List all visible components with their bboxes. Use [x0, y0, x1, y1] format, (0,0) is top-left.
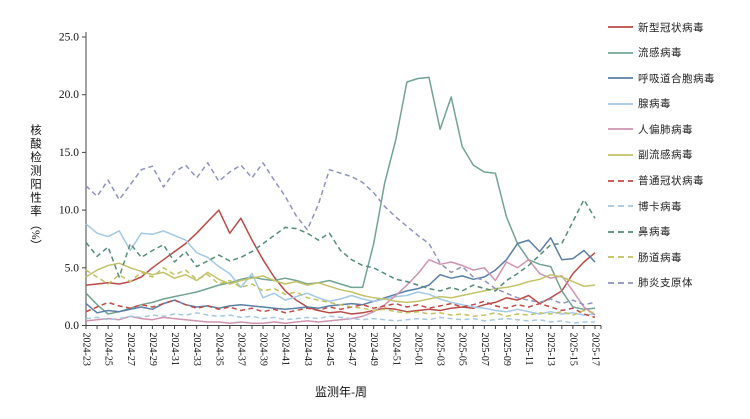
x-tick-label: 2024-25 — [103, 333, 114, 366]
legend-line-sample — [608, 26, 633, 28]
legend-item-3: 腺病毒 — [607, 98, 750, 110]
x-tick-label: 2025-07 — [479, 333, 490, 366]
x-tick-label: 2024-47 — [346, 333, 357, 366]
series-line-3 — [85, 223, 596, 316]
legend-item-5: 副流感病毒 — [607, 149, 750, 161]
y-axis-ticks: 0.0 5.0 10.0 15.0 20.0 25.0 — [59, 32, 86, 332]
x-tick-label: 2024-43 — [302, 333, 313, 366]
x-tick-label: 2024-41 — [280, 333, 291, 366]
legend-line-sample — [608, 205, 633, 208]
x-tick-label: 2024-29 — [147, 333, 158, 366]
legend-label: 鼻病毒 — [638, 227, 671, 239]
y-axis-title: 核酸检测阳性率（%） — [26, 124, 42, 251]
x-tick-label: 2025-01 — [412, 333, 423, 366]
x-tick-label: 2024-49 — [368, 333, 379, 366]
legend-item-10: 肺炎支原体 — [607, 277, 750, 289]
legend-label: 腺病毒 — [638, 99, 671, 111]
y-tick-label: 15.0 — [59, 147, 79, 159]
legend-line-sample — [608, 154, 633, 156]
legend-item-6: 普通冠状病毒 — [607, 175, 750, 187]
series-line-7 — [85, 312, 595, 324]
legend-line-sample — [608, 128, 633, 131]
x-tick-label: 2025-11 — [523, 333, 534, 366]
legend-item-2: 呼吸道合胞病毒 — [607, 72, 750, 85]
x-tick-label: 2024-39 — [258, 333, 269, 366]
series-line-5 — [85, 262, 596, 304]
x-tick-label: 2024-35 — [213, 333, 224, 366]
legend-line-sample — [608, 51, 633, 54]
x-tick-label: 2024-33 — [191, 333, 202, 366]
x-tick-label: 2025-13 — [545, 333, 556, 366]
x-tick-label: 2024-27 — [125, 333, 136, 366]
legend-line-sample — [608, 256, 633, 259]
legend-label: 肺炎支原体 — [638, 278, 693, 290]
legend-line-sample — [608, 282, 633, 284]
legend-label: 普通冠状病毒 — [638, 176, 704, 188]
axes — [85, 32, 601, 326]
y-axis-title-unit: （%） — [29, 218, 41, 252]
x-axis-ticks: 2024-23 2024-25 2024-27 2024-29 2024-31 2024-… — [81, 325, 602, 366]
x-tick-label: 2025-09 — [501, 333, 512, 366]
legend-item-7: 博卡病毒 — [607, 200, 750, 213]
legend-line-sample — [608, 77, 633, 80]
legend-label: 博卡病毒 — [638, 201, 682, 213]
legend-item-8: 鼻病毒 — [607, 226, 750, 238]
series-line-2 — [85, 237, 596, 314]
legend-item-9: 肠道病毒 — [607, 251, 750, 264]
y-axis-title-text: 核酸检测阳性率 — [29, 124, 41, 219]
x-axis-title: 监测年-周 — [315, 385, 367, 399]
legend-label: 人偏肺病毒 — [638, 124, 693, 136]
x-tick-label: 2024-51 — [390, 333, 401, 366]
legend-item-0: 新型冠状病毒 — [607, 21, 750, 34]
y-tick-label: 0.0 — [65, 320, 80, 332]
series-line-8 — [85, 198, 596, 292]
series-line-1 — [85, 76, 596, 315]
legend-label: 肠道病毒 — [638, 252, 682, 264]
legend-line-sample — [608, 102, 633, 105]
legend-label: 呼吸道合胞病毒 — [638, 73, 715, 85]
x-tick-label: 2024-31 — [169, 333, 180, 366]
legend-label: 新型冠状病毒 — [638, 22, 704, 34]
legend-label: 流感病毒 — [638, 48, 682, 60]
y-tick-label: 20.0 — [59, 89, 79, 101]
legend-item-1: 流感病毒 — [607, 47, 750, 59]
chart-legend: 新型冠状病毒 流感病毒呼吸道合胞病毒 腺病毒人偏肺病毒副流感病毒普通冠状病毒 博卡病毒… — [607, 21, 750, 289]
series-line-4 — [85, 258, 596, 324]
y-tick-label: 25.0 — [59, 32, 79, 44]
x-tick-label: 2024-23 — [81, 333, 92, 366]
x-tick-label: 2025-03 — [435, 333, 446, 366]
series-line-10 — [85, 162, 596, 306]
y-tick-label: 5.0 — [65, 262, 80, 274]
x-tick-label: 2025-17 — [590, 333, 601, 366]
y-tick-label: 10.0 — [59, 205, 79, 217]
x-tick-label: 2024-45 — [324, 333, 335, 366]
series-line-9 — [85, 267, 596, 318]
x-tick-label: 2025-05 — [457, 333, 468, 366]
x-tick-label: 2025-15 — [567, 333, 578, 366]
legend-label: 副流感病毒 — [638, 150, 693, 162]
legend-line-sample — [608, 230, 633, 233]
series-line-6 — [85, 299, 596, 319]
x-tick-label: 2024-37 — [235, 333, 246, 366]
series-line-0 — [85, 209, 596, 315]
legend-line-sample — [608, 179, 633, 182]
legend-item-4: 人偏肺病毒 — [607, 123, 750, 136]
